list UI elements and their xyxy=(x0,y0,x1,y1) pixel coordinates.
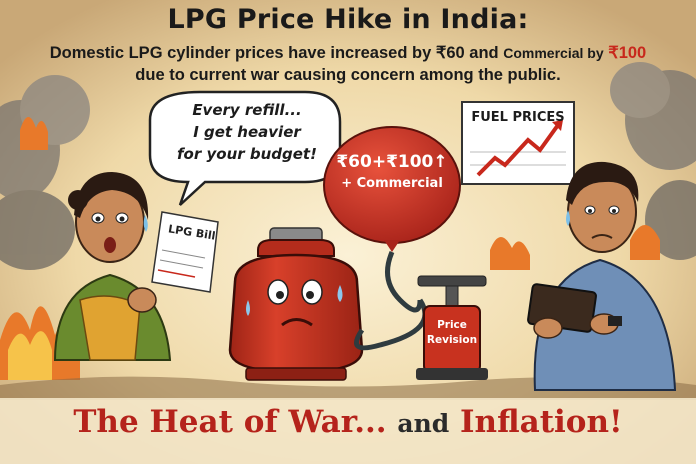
speech-bubble-text: Every refill... I get heavier for your b… xyxy=(158,99,336,165)
speech-line-2: I get heavier xyxy=(193,123,301,141)
speech-line-1: Every refill... xyxy=(192,101,302,119)
commercial-amount: ₹100 xyxy=(608,44,647,62)
footer-headline: The Heat of War... and Inflation! xyxy=(0,404,696,440)
page-title: LPG Price Hike in India: xyxy=(167,4,529,35)
price-revision-pump xyxy=(416,275,488,380)
subtitle: Domestic LPG cylinder prices have increa… xyxy=(0,42,696,86)
subtitle-text-b: and xyxy=(469,44,499,62)
pump-label: Price Revision xyxy=(424,318,480,348)
subtitle-text-a: Domestic LPG cylinder prices have increa… xyxy=(49,44,432,62)
subtitle-text-c: Commercial by xyxy=(503,45,604,61)
pump-label-line-1: Price xyxy=(437,319,467,331)
man-figure xyxy=(527,161,677,391)
balloon-amounts: ₹60+₹100↑ xyxy=(336,152,448,172)
lpg-bill-paper xyxy=(151,211,219,293)
speech-line-3: for your budget! xyxy=(177,145,317,163)
pump-label-line-2: Revision xyxy=(426,334,478,346)
fuel-prices-sign xyxy=(461,101,575,185)
footer-part-2: and xyxy=(397,409,450,438)
fuel-prices-label: FUEL PRICES xyxy=(471,110,565,125)
footer-part-3: Inflation! xyxy=(460,404,623,440)
price-balloon xyxy=(323,126,461,313)
footer-banner xyxy=(0,398,696,464)
fire-left xyxy=(0,116,80,380)
balloon-text: ₹60+₹100↑ + Commercial xyxy=(330,150,454,194)
ground xyxy=(0,376,696,400)
domestic-amount: ₹60 xyxy=(435,44,465,62)
balloon-commercial: + Commercial xyxy=(341,176,443,191)
subtitle-line-2: due to current war causing concern among… xyxy=(135,66,561,84)
footer-part-1: The Heat of War... xyxy=(73,404,387,440)
subtitle-line-1: Domestic LPG cylinder prices have increa… xyxy=(0,42,696,64)
